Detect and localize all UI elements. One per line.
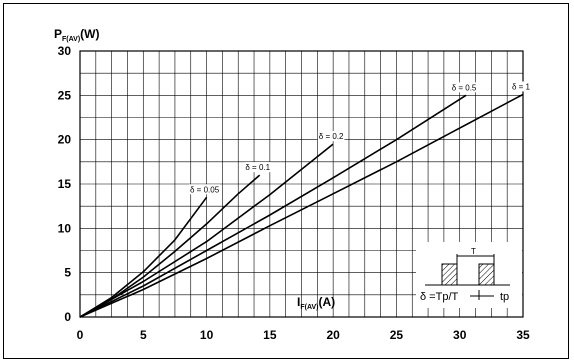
y-axis-label-unit: (W) xyxy=(80,27,99,41)
y-axis-label: PF(AV)(W) xyxy=(54,27,100,43)
x-tick-label: 35 xyxy=(516,328,530,342)
y-tick-label: 30 xyxy=(58,44,72,58)
series-label-bg xyxy=(244,162,272,173)
series-label: δ = 0.1 xyxy=(245,163,270,172)
y-tick-label: 5 xyxy=(64,266,71,280)
duty-cycle-formula: δ =Tp/T xyxy=(420,291,458,303)
y-tick-label: 15 xyxy=(58,177,72,191)
series-line xyxy=(79,94,467,318)
y-tick-labels: 0 5 10 15 20 25 30 xyxy=(58,44,72,324)
series-labels: δ = 0.05 δ = 0.1 δ = 0.2 δ = 0.5 δ = 1 xyxy=(189,81,531,195)
x-tick-label: 30 xyxy=(453,328,467,342)
period-label: T xyxy=(471,247,476,256)
series-label-bg xyxy=(450,82,478,93)
chart-series xyxy=(79,93,524,318)
x-tick-label: 20 xyxy=(326,328,340,342)
pulse-2 xyxy=(478,263,495,286)
x-tick-label: 10 xyxy=(200,328,214,342)
series-line xyxy=(79,93,524,318)
duty-cycle-inset: T δ =Tp/T tp xyxy=(416,242,522,308)
series-label: δ = 1 xyxy=(512,82,531,91)
series-label: δ = 0.05 xyxy=(190,185,220,194)
series-label: δ = 0.5 xyxy=(452,83,477,92)
y-axis-label-main: P xyxy=(54,27,62,41)
x-axis-label-main: I xyxy=(297,295,300,309)
series-label-bg xyxy=(189,184,221,195)
y-tick-label: 10 xyxy=(58,221,72,235)
plot-area xyxy=(79,50,524,318)
x-tick-label: 5 xyxy=(140,328,147,342)
y-tick-label: 0 xyxy=(64,310,71,324)
x-axis-label-sub: F(AV) xyxy=(300,304,318,311)
x-tick-label: 15 xyxy=(263,328,277,342)
series-line xyxy=(79,143,334,318)
y-tick-label: 20 xyxy=(58,133,72,147)
pulse-1 xyxy=(441,263,458,286)
series-label: δ = 0.2 xyxy=(319,132,344,141)
x-tick-label: 0 xyxy=(77,328,84,342)
y-tick-label: 25 xyxy=(58,88,72,102)
series-label-bg xyxy=(511,81,531,92)
x-axis-label: IF(AV)(A) xyxy=(297,295,335,311)
pulse-width-label: tp xyxy=(500,291,509,303)
inset-background xyxy=(416,242,522,308)
y-axis-label-sub: F(AV) xyxy=(62,36,80,43)
x-tick-label: 25 xyxy=(390,328,404,342)
x-tick-labels: 0 5 10 15 20 25 30 35 xyxy=(77,328,530,342)
series-label-bg xyxy=(317,131,345,142)
x-axis-label-unit: (A) xyxy=(319,295,336,309)
series-line xyxy=(79,196,208,318)
chart-frame xyxy=(3,3,569,359)
